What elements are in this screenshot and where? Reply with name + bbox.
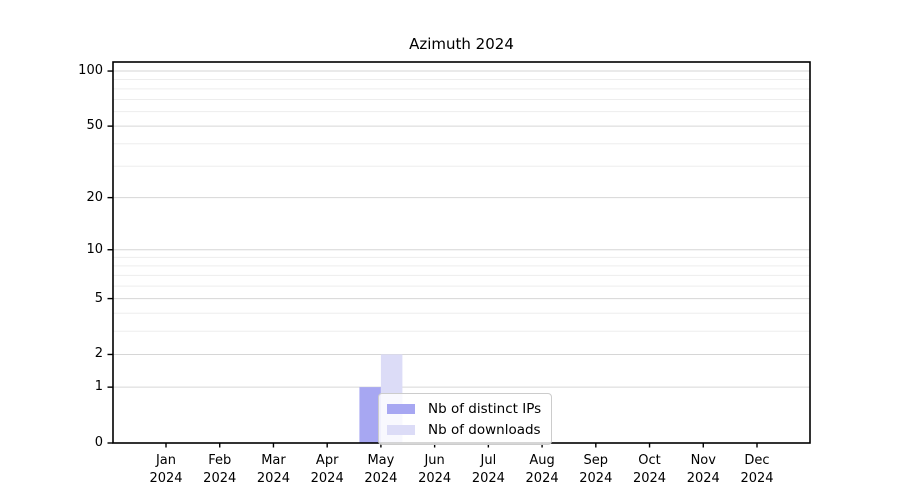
legend-item-downloads: Nb of downloads [387, 420, 541, 439]
x-tick-year: 2024 [256, 470, 290, 486]
plot-frame [112, 61, 811, 444]
x-tick-year: 2024 [310, 470, 344, 486]
x-tick-year: 2024 [525, 470, 559, 486]
legend-swatch-distinct-ips [387, 403, 415, 414]
y-tick-label: 0 [94, 435, 103, 450]
x-tick-month: Dec [744, 453, 770, 468]
x-tick-label: Jun 2024 [400, 452, 470, 487]
x-tick-label: Jan 2024 [131, 452, 201, 487]
x-tick-month: Jun [424, 453, 445, 468]
x-tick-month: Apr [315, 453, 339, 468]
x-tick-year: 2024 [203, 470, 237, 486]
x-tick-month: Jan [155, 453, 177, 468]
x-tick-month: Oct [638, 453, 661, 468]
x-tick-month: Jul [480, 453, 497, 468]
x-tick-label: Jul 2024 [453, 452, 523, 487]
bar-group-distinct-ips [359, 387, 381, 443]
y-tick-label: 1 [94, 379, 103, 395]
x-tick-label: Feb 2024 [185, 452, 255, 487]
x-tick-year: 2024 [632, 470, 667, 486]
y-tick-label: 5 [94, 290, 103, 306]
chart-title: Azimuth 2024 [409, 35, 514, 53]
x-tick-label: Dec 2024 [722, 452, 792, 487]
legend-swatch-downloads [387, 424, 415, 435]
x-tick-label: Oct 2024 [615, 452, 685, 487]
legend-label-downloads: Nb of downloads [428, 421, 541, 438]
y-tick-label: 10 [86, 241, 103, 257]
x-tick-month: Mar [261, 453, 286, 468]
x-tick-month: Aug [529, 453, 555, 468]
gridlines-minor [113, 78, 810, 332]
x-tick-month: May [367, 453, 395, 468]
x-tick-label: Sep 2024 [561, 452, 631, 487]
x-tick-year: 2024 [364, 470, 398, 486]
y-tick-label: 2 [94, 346, 103, 362]
x-tick-label: Nov 2024 [668, 452, 738, 487]
bar [359, 387, 381, 443]
x-tick-month: Feb [208, 453, 232, 468]
x-tick-label: Apr 2024 [292, 452, 362, 487]
x-tick-label: Aug 2024 [507, 452, 577, 487]
x-tick-year: 2024 [686, 470, 720, 486]
legend: Nb of distinct IPs Nb of downloads [378, 393, 553, 445]
x-tick-label: May 2024 [346, 452, 416, 487]
x-tick-label: Mar 2024 [238, 452, 308, 487]
x-tick-year: 2024 [579, 470, 613, 486]
legend-item-distinct-ips: Nb of distinct IPs [387, 399, 541, 418]
y-tick-label: 50 [86, 118, 103, 134]
x-tick-year: 2024 [471, 470, 505, 486]
x-tick-month: Sep [583, 453, 609, 468]
gridlines-major [113, 70, 810, 388]
y-tick-label: 100 [78, 63, 103, 79]
x-tick-month: Nov [690, 453, 716, 468]
x-tick-year: 2024 [740, 470, 774, 486]
y-tick-label: 20 [86, 189, 103, 205]
axis-tick-marks [107, 70, 758, 448]
x-tick-year: 2024 [418, 470, 452, 486]
x-tick-year: 2024 [149, 470, 183, 486]
legend-label-distinct-ips: Nb of distinct IPs [428, 400, 542, 417]
